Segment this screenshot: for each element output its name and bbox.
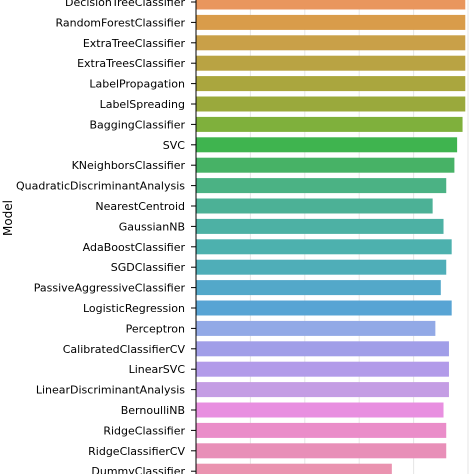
bar — [196, 280, 441, 296]
bar — [196, 35, 466, 51]
category-label: KNeighborsClassifier — [72, 159, 186, 172]
category-label: LinearDiscriminantAnalysis — [36, 384, 185, 397]
bar — [196, 218, 444, 234]
category-label: RidgeClassifierCV — [88, 445, 185, 458]
bar — [196, 178, 447, 194]
bar — [196, 76, 466, 92]
category-label: AdaBoostClassifier — [83, 241, 186, 254]
category-label: GaussianNB — [119, 220, 185, 233]
category-label: CalibratedClassifierCV — [63, 343, 186, 356]
category-label: SGDClassifier — [111, 261, 186, 274]
category-label: LabelPropagation — [89, 78, 185, 91]
bar — [196, 0, 466, 10]
bar — [196, 259, 447, 275]
category-labels: DecisionTreeClassifier RandomForestClassi… — [16, 0, 196, 474]
category-label: NearestCentroid — [95, 200, 185, 213]
category-label: Perceptron — [126, 322, 185, 335]
category-label: LabelSpreading — [100, 98, 185, 111]
bar — [196, 463, 392, 474]
bar — [196, 361, 449, 377]
bar — [196, 300, 452, 316]
bar — [196, 402, 444, 418]
category-label: DummyClassifier — [91, 465, 185, 474]
bar — [196, 157, 455, 173]
category-label: LogisticRegression — [83, 302, 185, 315]
bar — [196, 137, 458, 153]
bar — [196, 239, 452, 255]
bar — [196, 55, 466, 71]
category-label: RandomForestClassifier — [55, 16, 185, 29]
bar — [196, 422, 447, 438]
bar — [196, 116, 463, 132]
bar — [196, 382, 449, 398]
category-label: BernoulliNB — [121, 404, 185, 417]
category-label: LinearSVC — [129, 363, 186, 376]
y-axis-title: Model — [1, 200, 15, 236]
category-label: PassiveAggressiveClassifier — [34, 282, 186, 295]
bars — [196, 0, 466, 474]
category-label: ExtraTreesClassifier — [77, 57, 185, 70]
bar — [196, 198, 433, 214]
bar — [196, 320, 436, 336]
category-label: ExtraTreeClassifier — [83, 37, 186, 50]
category-label: DecisionTreeClassifier — [65, 0, 185, 9]
category-label: BaggingClassifier — [90, 118, 186, 131]
category-label: QuadraticDiscriminantAnalysis — [16, 180, 185, 193]
category-label: RidgeClassifier — [103, 424, 185, 437]
category-label: SVC — [163, 139, 186, 152]
bar — [196, 14, 466, 30]
grid-lines — [249, 0, 469, 474]
bar — [196, 341, 449, 357]
bar — [196, 96, 466, 112]
bar — [196, 443, 447, 459]
